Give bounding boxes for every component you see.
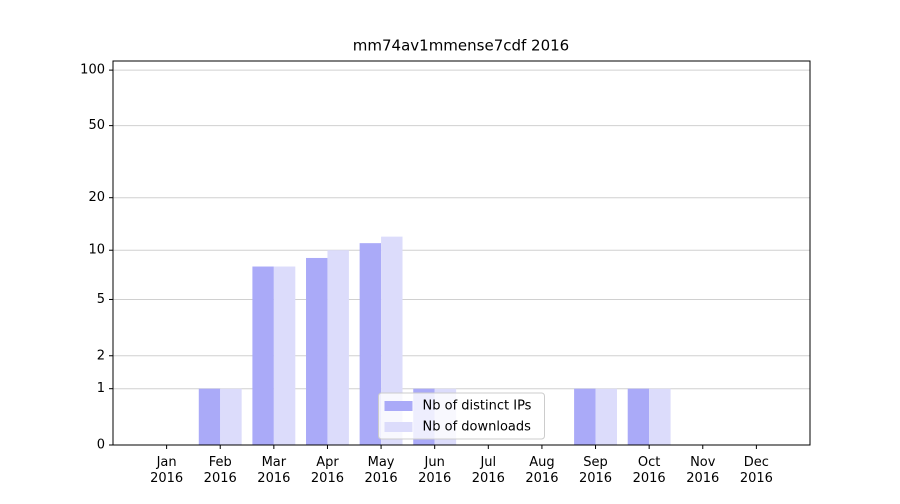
legend-label: Nb of downloads	[423, 420, 532, 435]
x-tick-label: Aug 2016	[525, 455, 558, 486]
x-tick-label: Sep 2016	[579, 455, 612, 486]
y-tick-label: 50	[88, 118, 105, 133]
x-tick-label: Jan 2016	[150, 455, 183, 486]
y-tick-label: 5	[97, 292, 105, 307]
y-tick-label: 2	[97, 348, 105, 363]
bar	[220, 388, 242, 445]
y-tick-label: 0	[97, 438, 105, 453]
bar	[649, 388, 671, 445]
x-tick-label: Jul 2016	[472, 455, 505, 486]
bar	[306, 257, 328, 445]
x-tick-label: Dec 2016	[740, 455, 773, 486]
x-tick-label: May 2016	[365, 455, 398, 486]
x-tick-label: Nov 2016	[686, 455, 719, 486]
bar	[252, 266, 274, 445]
legend-box	[378, 392, 545, 440]
bar	[627, 388, 650, 445]
x-tick-label: Feb 2016	[204, 455, 237, 486]
x-tick-label: Mar 2016	[257, 455, 290, 486]
legend-label: Nb of distinct IPs	[423, 399, 532, 414]
chart-title: mm74av1mmense7cdf 2016	[353, 37, 569, 55]
bar	[273, 266, 296, 445]
bar	[574, 388, 596, 445]
x-tick-label: Jun 2016	[418, 455, 451, 486]
y-tick-label: 20	[88, 190, 105, 205]
legend-swatch	[384, 422, 413, 432]
y-tick-label: 10	[88, 243, 105, 258]
x-tick-label: Oct 2016	[633, 455, 666, 486]
bar	[327, 250, 349, 445]
y-tick-label: 100	[80, 63, 105, 78]
x-tick-label: Apr 2016	[311, 455, 344, 486]
bar	[198, 388, 221, 445]
legend-swatch	[384, 401, 413, 411]
bar	[359, 243, 382, 445]
y-tick-label: 1	[97, 381, 105, 396]
plot-frame	[112, 60, 811, 446]
bar	[595, 388, 617, 445]
